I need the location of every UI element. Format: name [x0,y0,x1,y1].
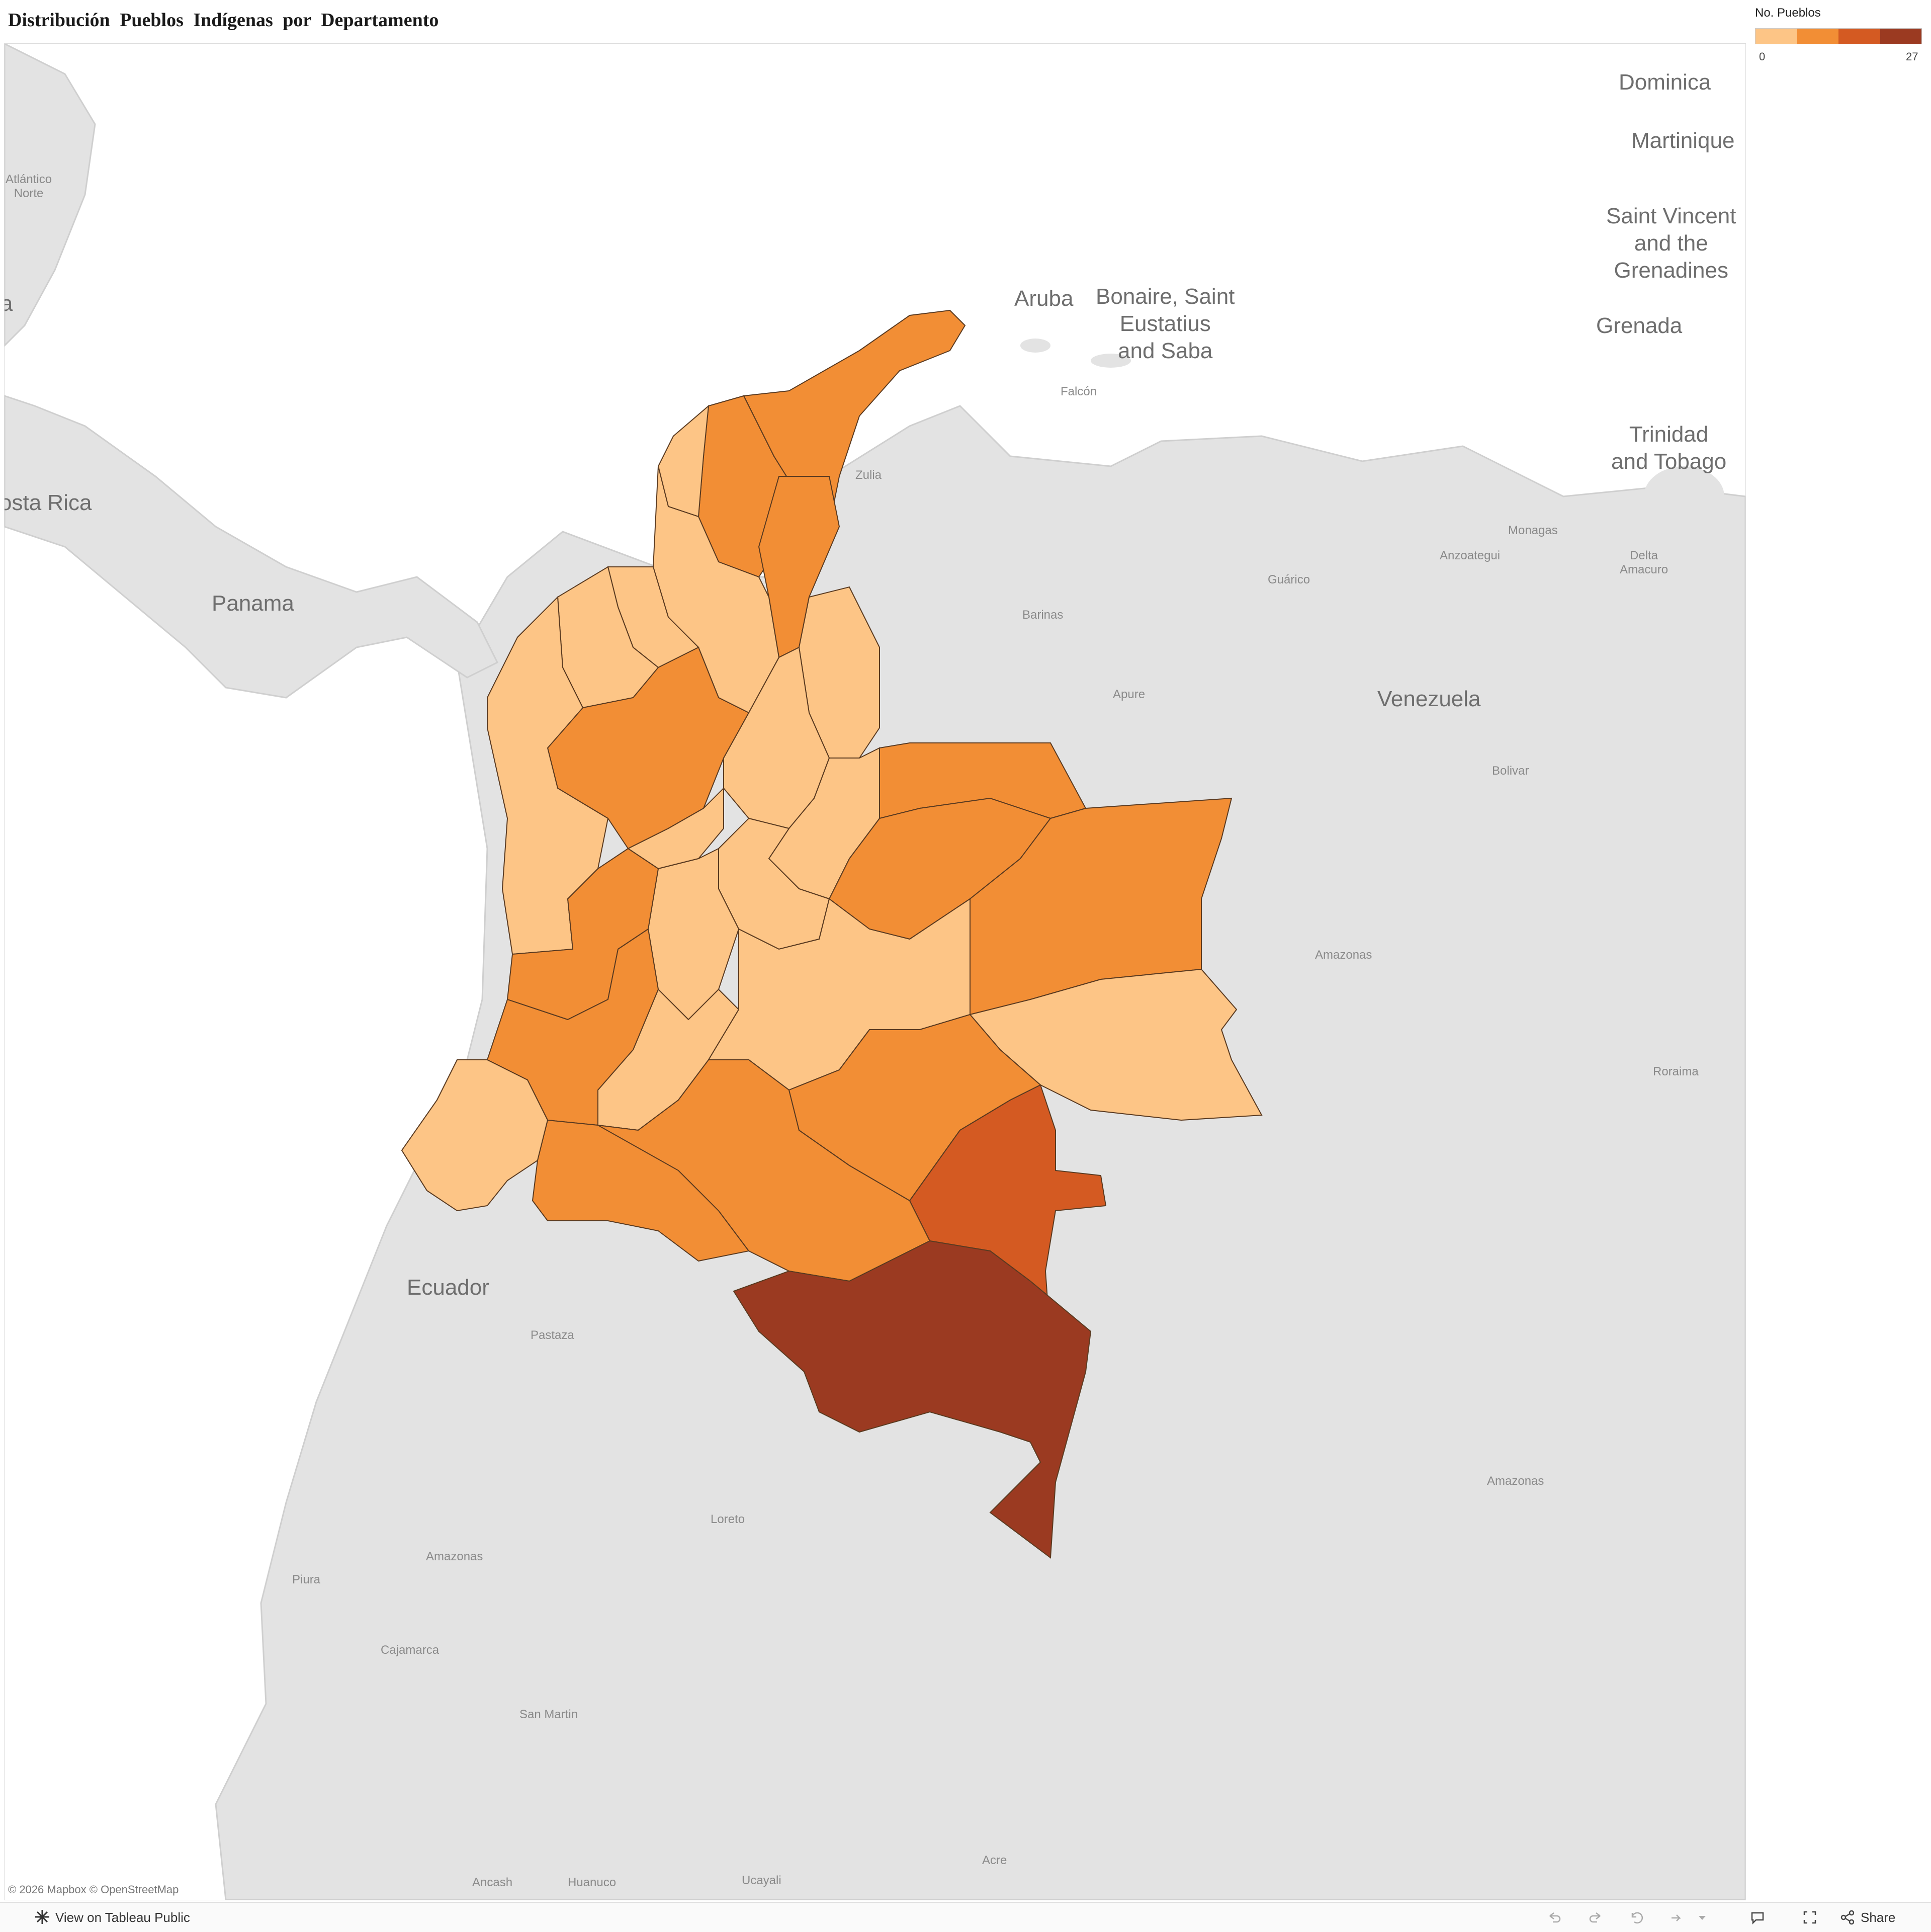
label-delta-amacuro: Delta Amacuro [1620,549,1669,576]
label-ancash: Ancash [472,1876,513,1889]
label-dominica: Dominica [1619,70,1711,95]
island-trinidad [1644,466,1724,527]
label-ecuador: Ecuador [407,1275,489,1300]
legend-max: 27 [1906,50,1918,63]
chevron-down-icon[interactable] [1695,1910,1710,1925]
label-guarico: Guárico [1268,573,1310,586]
label-aruba: Aruba [1014,286,1074,311]
label-pastaza: Pastaza [531,1328,574,1342]
label-amazonas-br: Amazonas [1487,1474,1544,1488]
label-apure: Apure [1113,688,1146,701]
label-zulia: Zulia [855,468,882,482]
label-monagas: Monagas [1508,524,1558,537]
legend-min: 0 [1759,50,1766,63]
label-saint-vincent: Saint Vincent and the Grenadines [1606,204,1736,283]
central-america [5,395,499,699]
fullscreen-icon[interactable] [1802,1910,1817,1925]
label-huanuco: Huanuco [568,1876,617,1889]
legend-title: No. Pueblos [1755,6,1821,20]
map-canvas[interactable]: Dominica Martinique Saint Vincent and th… [4,43,1746,1900]
share-button[interactable]: Share [1861,1910,1896,1925]
share-icon[interactable] [1840,1910,1856,1925]
undo-icon[interactable] [1547,1910,1562,1925]
view-on-tableau-link[interactable]: View on Tableau Public [55,1910,190,1925]
label-falcon: Falcón [1061,385,1097,398]
colombia-departments[interactable] [401,309,1263,1559]
dept-amazonas[interactable] [733,1240,1092,1559]
pause-refresh-icon[interactable] [1670,1910,1685,1925]
label-trinidad: Trinidad and Tobago [1611,422,1727,474]
label-bonaire: Bonaire, Saint Eustatius and Saba [1096,284,1235,363]
label-costa-rica: osta Rica [4,490,92,515]
island-aruba [1020,339,1050,353]
redo-icon[interactable] [1588,1910,1603,1925]
revert-icon[interactable] [1629,1910,1644,1925]
label-ucayali: Ucayali [742,1874,781,1887]
label-bolivar: Bolivar [1492,764,1529,778]
legend-color-ramp [1755,28,1922,44]
legend-swatch-4 [1880,29,1921,44]
label-martinique: Martinique [1631,128,1735,153]
label-barinas: Barinas [1022,608,1064,622]
dept-narino[interactable] [401,1059,549,1212]
label-piura: Piura [292,1573,321,1586]
label-cajamarca: Cajamarca [381,1643,440,1657]
label-edge-a: a [5,290,13,317]
tableau-footer: View on Tableau Public Share [0,1902,1931,1932]
legend-swatch-1 [1756,29,1797,44]
yucatan-area [5,44,96,347]
label-loreto: Loreto [711,1513,745,1526]
map-title: Distribución Pueblos Indígenas por Depar… [8,10,439,31]
label-anzoategui: Anzoategui [1440,549,1501,562]
island-curacao [1091,354,1131,368]
legend-swatch-2 [1797,29,1838,44]
label-grenada: Grenada [1596,313,1683,338]
label-panama: Panama [212,591,294,616]
label-amazonas-ve: Amazonas [1315,948,1372,962]
map-svg [5,44,1745,1900]
tableau-logo-icon [35,1910,49,1924]
label-venezuela: Venezuela [1377,687,1481,711]
label-atlantico-norte: Atlántico Norte [6,173,52,200]
comment-icon[interactable] [1750,1910,1765,1925]
map-attribution[interactable]: © 2026 Mapbox © OpenStreetMap [8,1883,179,1896]
label-acre: Acre [982,1854,1007,1867]
label-roraima: Roraima [1653,1065,1699,1078]
color-legend: No. Pueblos 0 27 [1755,6,1926,63]
label-amazonas-pe: Amazonas [426,1550,483,1563]
label-san-martin: San Martin [519,1708,578,1721]
legend-swatch-3 [1838,29,1880,44]
